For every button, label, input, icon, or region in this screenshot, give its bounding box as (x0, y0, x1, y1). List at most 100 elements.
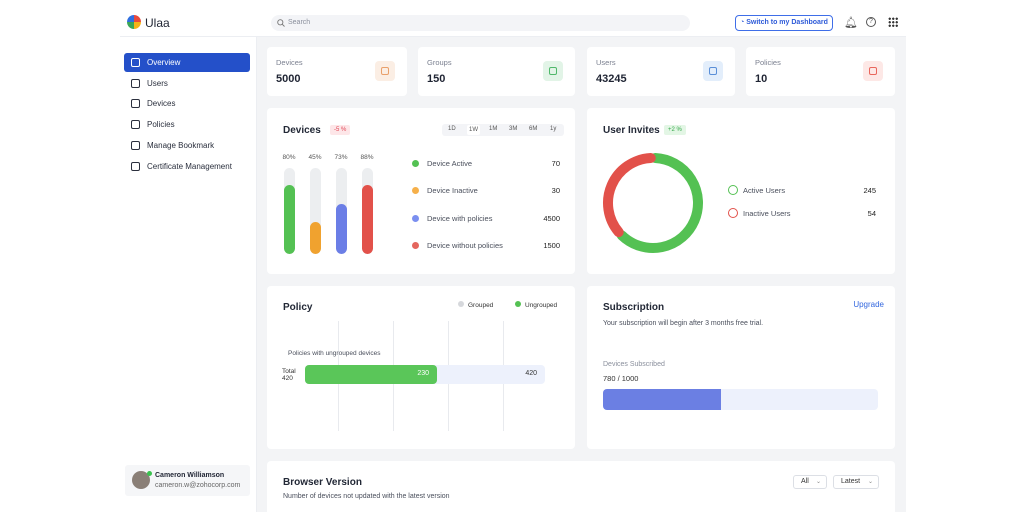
subscription-progress (603, 389, 878, 410)
sidebar-item-manage-bookmark[interactable]: Manage Bookmark (124, 136, 250, 155)
stat-value: 5000 (276, 73, 301, 85)
legend-value: 54 (867, 209, 876, 218)
bar-percent-label: 80% (282, 154, 296, 161)
certificate-icon (131, 161, 140, 171)
stat-value: 150 (427, 73, 446, 85)
stat-card-groups[interactable]: Groups 150 (418, 47, 575, 96)
device-bar (362, 185, 373, 254)
stat-card-devices[interactable]: Devices 5000 (267, 47, 407, 96)
user-invites-card: User Invites +2 % Active Users 245 Inactiv… (587, 108, 895, 274)
total-bar-value: 420 (525, 370, 537, 377)
stat-card-policies[interactable]: Policies 10 (746, 47, 895, 96)
groups-icon (543, 61, 563, 81)
stat-label: Devices (276, 58, 303, 67)
legend-label: Device Active (427, 159, 473, 168)
user-email: cameron.w@zohocorp.com (155, 482, 241, 489)
legend-dot (515, 301, 521, 307)
sidebar-item-label: Manage Bookmark (147, 140, 215, 150)
search-placeholder: Search (288, 19, 311, 26)
stat-card-users[interactable]: Users 43245 (587, 47, 735, 96)
bell-icon[interactable]: 🔔︎ (844, 17, 858, 29)
sidebar-item-certificate-management[interactable]: Certificate Management (124, 157, 250, 176)
legend-label: Active Users (743, 186, 786, 195)
filter-latest-value: Latest (841, 478, 861, 485)
policy-total: Total 420 (282, 368, 296, 382)
browser-title: Browser Version (283, 477, 362, 488)
legend-label: Device without policies (427, 240, 503, 250)
devices-trend-badge: -5 % (330, 125, 351, 135)
device-bar (310, 222, 321, 254)
timeframe-1y[interactable]: 1y (550, 126, 557, 132)
stat-label: Users (596, 58, 616, 67)
users-icon (131, 78, 140, 88)
browser-subtitle: Number of devices not updated with the l… (283, 493, 450, 500)
devices-title: Devices (283, 125, 321, 136)
ulaa-logo (127, 15, 141, 29)
dashboard-icon: ◔ (740, 19, 747, 26)
subscription-card: Subscription Upgrade Your subscription w… (587, 286, 895, 449)
legend-dot (412, 241, 419, 249)
policy-legend-item: Grouped (458, 301, 493, 309)
online-dot (147, 471, 152, 476)
legend-dot (412, 160, 419, 167)
device-bar-track (336, 168, 347, 254)
timeframe-3M[interactable]: 3M (509, 126, 518, 132)
sidebar-item-label: Overview (147, 58, 181, 67)
sidebar-item-devices[interactable]: Devices (124, 94, 250, 113)
timeframe-1D[interactable]: 1D (448, 126, 456, 132)
legend-value: 4500 (543, 213, 560, 223)
policies-icon (863, 61, 883, 81)
filter-all-select[interactable]: All ⌄ (793, 475, 827, 489)
search-icon (277, 19, 285, 27)
upgrade-link[interactable]: Upgrade (853, 300, 884, 309)
chevron-down-icon: ⌄ (815, 479, 821, 485)
grid-icon (131, 58, 140, 67)
legend-dot (458, 301, 464, 307)
ungrouped-bar: 230 (305, 365, 437, 384)
legend-label: Device with policies (427, 213, 493, 223)
device-bar-track (284, 168, 295, 254)
timeframe-1M[interactable]: 1M (489, 126, 498, 132)
legend-label: Inactive Users (743, 209, 791, 218)
stat-value: 10 (755, 73, 768, 85)
subscription-note: Your subscription will begin after 3 mon… (603, 320, 764, 327)
legend-label: Ungrouped (525, 302, 558, 309)
switch-dashboard-button[interactable]: ◔ Switch to my Dashboard (735, 15, 833, 31)
apps-grid-icon[interactable] (888, 17, 898, 27)
sidebar-item-overview[interactable]: Overview (124, 53, 250, 72)
filter-all-value: All (801, 478, 809, 485)
sidebar-item-label: Users (147, 78, 168, 88)
total-value: 420 (282, 375, 293, 382)
legend-value: 245 (863, 186, 876, 195)
sidebar-item-users[interactable]: Users (124, 74, 250, 93)
user-invites-donut (603, 153, 703, 253)
policy-legend-item: Ungrouped (515, 301, 557, 309)
policy-card: Policy Grouped Ungrouped Policies with un… (267, 286, 575, 449)
stat-label: Groups (427, 58, 452, 67)
subscription-title: Subscription (603, 302, 665, 313)
avatar (132, 471, 150, 489)
legend-label: Grouped (468, 302, 494, 309)
legend-ring (728, 185, 738, 195)
help-icon[interactable]: ? (866, 17, 876, 27)
policy-title: Policy (283, 302, 313, 313)
search-input[interactable]: Search (271, 15, 690, 31)
sidebar-item-policies[interactable]: Policies (124, 115, 250, 134)
devices-card: Devices -5 % 1D 1W 1M 3M 6M 1y 80% 45% 73% 88% D… (267, 108, 575, 274)
user-profile[interactable]: Cameron Williamson cameron.w@zohocorp.co… (125, 465, 250, 496)
devices-icon (375, 61, 395, 81)
timeframe-6M[interactable]: 6M (529, 126, 538, 132)
policy-caption: Policies with ungrouped devices (288, 350, 381, 357)
timeframe-selector: 1D 1W 1M 3M 6M 1y (442, 124, 564, 136)
sidebar-item-label: Devices (147, 99, 176, 109)
timeframe-1W[interactable]: 1W (467, 125, 480, 135)
bar-percent-label: 73% (334, 154, 348, 161)
user-invites-title: User Invites (603, 125, 660, 136)
invites-trend-badge: +2 % (664, 125, 686, 135)
bar-percent-label: 45% (308, 154, 322, 161)
ungrouped-value: 230 (417, 370, 429, 377)
legend-dot (412, 187, 419, 195)
filter-latest-select[interactable]: Latest ⌄ (833, 475, 879, 489)
app-name: Ulaa (145, 16, 170, 30)
sidebar-item-label: Policies (147, 120, 175, 130)
